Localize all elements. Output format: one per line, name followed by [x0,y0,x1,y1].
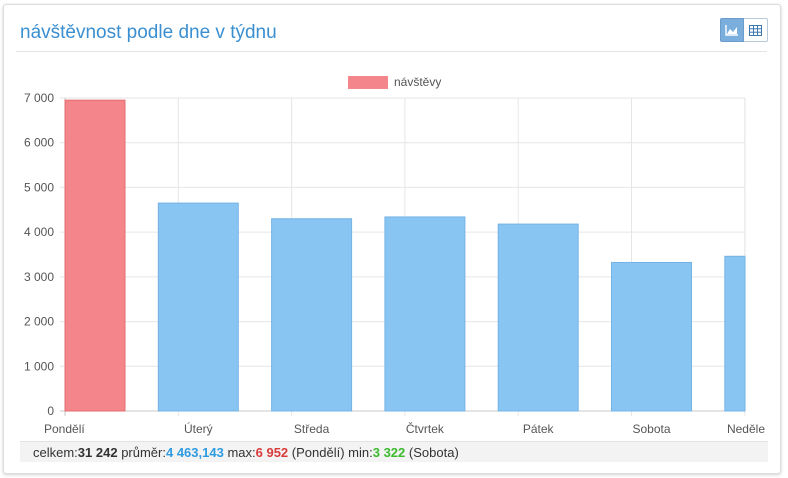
y-tick-label: 4 000 [24,225,54,239]
y-tick-label: 6 000 [24,136,54,150]
bar-2[interactable] [271,218,353,412]
y-tick-label: 1 000 [24,359,54,373]
min-value: 3 322 [372,445,406,460]
total-label: celkem: [33,445,78,460]
bar-5[interactable] [611,261,692,412]
bars [64,99,746,412]
x-tick-label: Čtvrtek [406,421,445,436]
table-icon [749,24,762,36]
table-view-button[interactable] [744,18,768,42]
x-tick-label: Úterý [184,421,213,436]
total-value: 31 242 [77,445,118,460]
chart-view-button[interactable] [720,18,744,42]
average-label: průměr: [121,445,166,460]
x-axis: Pondělí Úterý Středa Čtvrtek Pátek Sobota Nedě… [44,421,765,436]
legend: návštěvy [348,75,441,89]
max-label: max: [227,445,256,460]
area-chart-icon [725,25,738,36]
summary-bar: celkem:31 242 průměr:4 463,143 max:6 952… [20,441,768,462]
y-tick-label: 7 000 [24,91,54,105]
y-tick-label: 5 000 [24,180,54,194]
y-tick-label: 2 000 [24,315,54,329]
y-axis: 0 1 000 2 000 3 000 4 000 5 000 6 000 7 000 [24,91,54,418]
bar-chart: 0 1 000 2 000 3 000 4 000 5 000 6 000 7 000 Pon… [24,75,765,436]
y-tick-label: 0 [47,404,54,418]
max-value: 6 952 [255,445,289,460]
bar-4[interactable] [497,223,579,412]
bar-0[interactable] [64,99,126,412]
x-tick-label: Středa [294,422,330,436]
min-day: (Sobota) [408,445,459,460]
bar-3[interactable] [384,216,466,412]
x-tick-label: Pátek [523,422,555,436]
average-value: 4 463,143 [165,445,224,460]
view-toggle [720,18,768,42]
y-tick-label: 3 000 [24,270,54,284]
min-label: min: [348,445,373,460]
title-divider [16,51,767,52]
bar-6[interactable] [724,255,746,412]
x-tick-label: Pondělí [44,422,85,436]
x-tick-label: Neděle [727,422,765,436]
legend-swatch [348,76,388,89]
max-day: (Pondělí) [291,445,345,460]
page-title: návštěvnost podle dne v týdnu [20,22,277,43]
legend-label[interactable]: návštěvy [394,75,441,89]
x-tick-label: Sobota [632,422,670,436]
bar-1[interactable] [157,202,239,412]
